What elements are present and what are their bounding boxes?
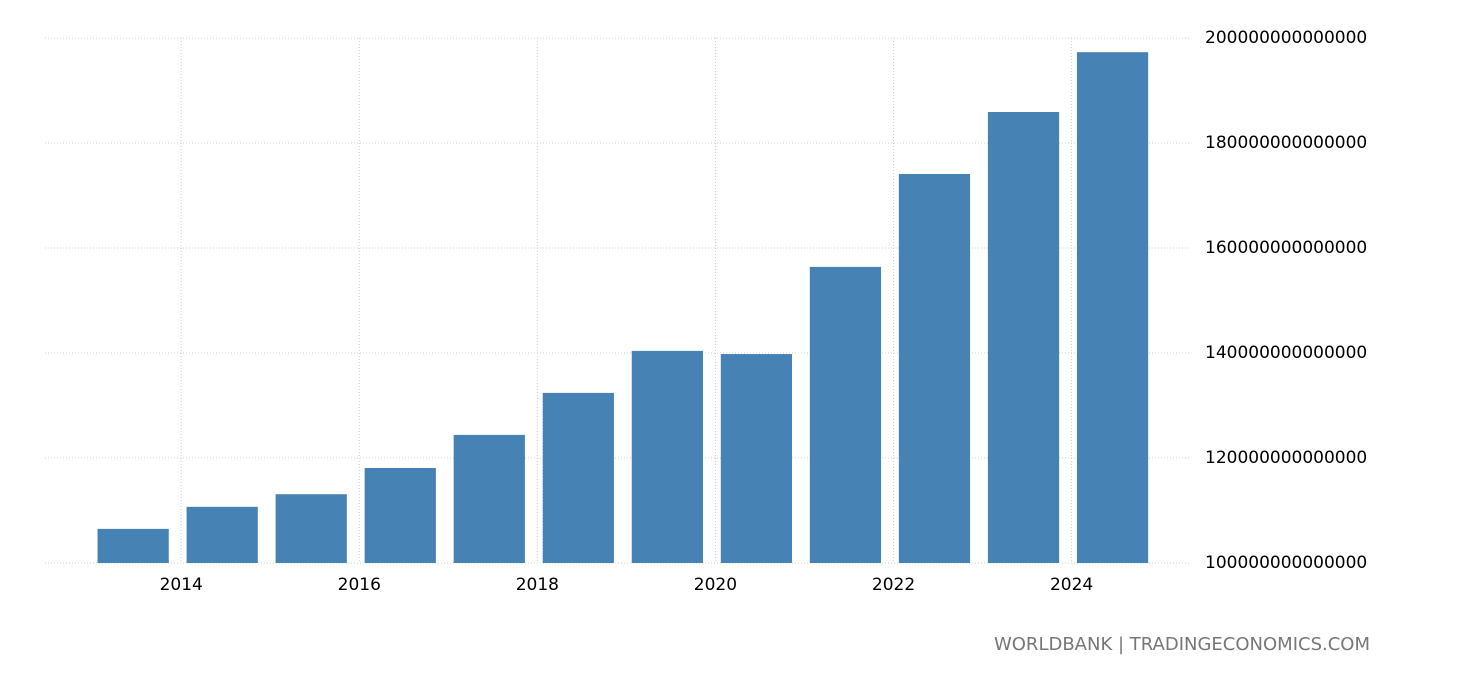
x-tick-label: 2024: [1050, 575, 1093, 595]
source-note: WORLDBANK | TRADINGECONOMICS.COM: [994, 634, 1370, 655]
x-tick-label: 2020: [694, 575, 737, 595]
bar: [898, 173, 971, 563]
y-tick-label: 180000000000000: [1205, 133, 1367, 153]
bar: [1076, 52, 1149, 564]
y-tick-label: 100000000000000: [1205, 553, 1367, 573]
bar: [720, 354, 793, 563]
bar: [364, 467, 436, 563]
x-tick-label: 2014: [160, 575, 203, 595]
bar: [186, 506, 258, 563]
bar: [275, 494, 347, 563]
bar: [97, 528, 169, 563]
bar: [987, 112, 1060, 564]
bar: [542, 392, 614, 563]
y-tick-label: 200000000000000: [1205, 28, 1367, 48]
y-tick-label: 120000000000000: [1205, 448, 1367, 468]
bar: [631, 350, 703, 563]
x-tick-label: 2016: [338, 575, 381, 595]
bar: [453, 434, 525, 563]
bar: [809, 266, 882, 563]
x-tick-label: 2022: [872, 575, 915, 595]
y-tick-label: 140000000000000: [1205, 343, 1367, 363]
x-tick-label: 2018: [516, 575, 559, 595]
y-tick-label: 160000000000000: [1205, 238, 1367, 258]
